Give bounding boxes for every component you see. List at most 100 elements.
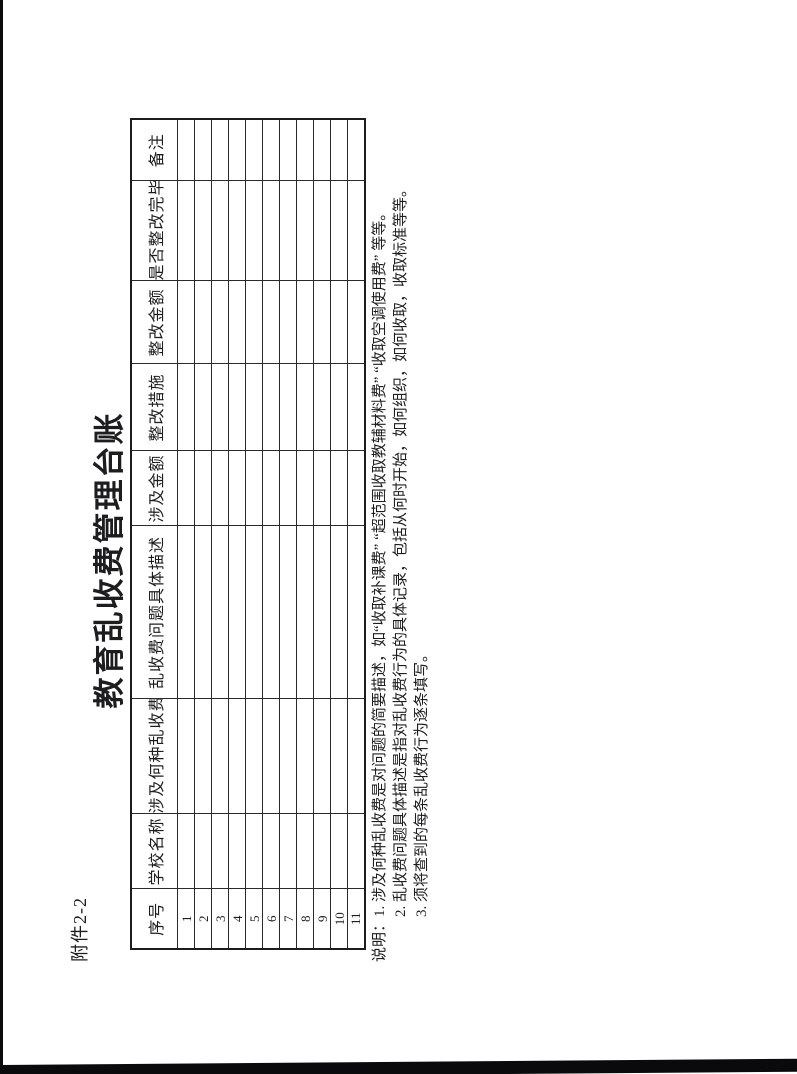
empty-cell — [296, 814, 314, 889]
empty-cell — [330, 814, 348, 889]
empty-cell — [194, 526, 212, 699]
notes-block: 说明： 1. 涉及何种乱收费是对问题的简要描述，如“收取补课费” “超范围收取教… — [370, 112, 433, 962]
empty-cell — [177, 699, 195, 814]
table-row: 7 — [279, 119, 297, 949]
empty-cell — [228, 451, 246, 526]
empty-cell — [245, 119, 263, 181]
empty-cell — [347, 119, 365, 181]
empty-cell — [296, 526, 314, 699]
table-row: 1 — [177, 119, 195, 949]
empty-cell — [177, 364, 195, 451]
empty-cell — [262, 451, 280, 526]
table-row: 4 — [228, 119, 246, 949]
empty-cell — [211, 814, 229, 889]
empty-cell — [313, 699, 331, 814]
col-header-rectification-completed: 是否整改完毕 — [131, 181, 178, 281]
empty-cell — [228, 699, 246, 814]
empty-cell — [262, 699, 280, 814]
empty-cell — [177, 451, 195, 526]
row-number-cell: 5 — [245, 889, 263, 949]
table-row: 11 — [347, 119, 365, 949]
empty-cell — [347, 181, 365, 281]
empty-cell — [228, 119, 246, 181]
page-title: 教育乱收费管理台账 — [92, 411, 127, 709]
row-number-cell: 2 — [194, 889, 212, 949]
row-number-cell: 6 — [262, 889, 280, 949]
empty-cell — [296, 119, 314, 181]
empty-cell — [194, 364, 212, 451]
empty-cell — [245, 181, 263, 281]
empty-cell — [245, 814, 263, 889]
empty-cell — [211, 281, 229, 364]
table-row: 9 — [313, 119, 331, 949]
empty-cell — [228, 364, 246, 451]
empty-cell — [228, 281, 246, 364]
empty-cell — [296, 699, 314, 814]
notes-prefix: 说明： — [372, 916, 388, 962]
row-number-cell: 9 — [313, 889, 331, 949]
table-row: 5 — [245, 119, 263, 949]
empty-cell — [194, 181, 212, 281]
header-row: 序号 学校名称 涉及何种乱收费 乱收费问题具体描述 涉及金额 整改措施 整改金额… — [131, 119, 178, 949]
empty-cell — [177, 526, 195, 699]
empty-cell — [262, 181, 280, 281]
empty-cell — [296, 281, 314, 364]
col-header-remarks: 备注 — [131, 119, 178, 181]
col-header-rectification-measures: 整改措施 — [131, 364, 178, 451]
empty-cell — [177, 119, 195, 181]
col-header-school-name: 学校名称 — [131, 814, 178, 889]
empty-cell — [177, 181, 195, 281]
table-row: 2 — [194, 119, 212, 949]
empty-cell — [262, 364, 280, 451]
empty-cell — [245, 364, 263, 451]
empty-cell — [279, 181, 297, 281]
empty-cell — [296, 451, 314, 526]
empty-cell — [330, 364, 348, 451]
empty-cell — [279, 281, 297, 364]
empty-cell — [177, 814, 195, 889]
empty-cell — [347, 699, 365, 814]
table-row: 10 — [330, 119, 348, 949]
empty-cell — [313, 526, 331, 699]
empty-cell — [347, 526, 365, 699]
ledger-table: 序号 学校名称 涉及何种乱收费 乱收费问题具体描述 涉及金额 整改措施 整改金额… — [130, 118, 366, 950]
table-row: 6 — [262, 119, 280, 949]
empty-cell — [313, 119, 331, 181]
ledger-table-body: 1 2 3 4 5 6 7 8 9 10 11 — [177, 119, 365, 949]
notes-items: 1. 涉及何种乱收费是对问题的简要描述，如“收取补课费” “超范围收取教辅材料费… — [370, 112, 433, 917]
row-number-cell: 10 — [330, 889, 348, 949]
col-header-amount-involved: 涉及金额 — [131, 451, 178, 526]
note-item-1: 1. 涉及何种乱收费是对问题的简要描述，如“收取补课费” “超范围收取教辅材料费… — [372, 205, 388, 917]
empty-cell — [177, 281, 195, 364]
row-number-cell: 11 — [347, 889, 365, 949]
col-header-rectification-amount: 整改金额 — [131, 281, 178, 364]
empty-cell — [347, 451, 365, 526]
row-number-cell: 1 — [177, 889, 195, 949]
empty-cell — [245, 281, 263, 364]
note-item-2: 2. 乱收费问题具体描述是指对乱收费行为的具体记录，包括从何时开始，如何组织，如… — [393, 181, 409, 917]
empty-cell — [347, 281, 365, 364]
empty-cell — [194, 281, 212, 364]
empty-cell — [330, 281, 348, 364]
empty-cell — [262, 814, 280, 889]
scan-edge-left — [0, 0, 3, 1074]
empty-cell — [279, 451, 297, 526]
empty-cell — [262, 119, 280, 181]
empty-cell — [211, 451, 229, 526]
row-number-cell: 3 — [211, 889, 229, 949]
empty-cell — [296, 364, 314, 451]
empty-cell — [347, 364, 365, 451]
col-header-fee-type: 涉及何种乱收费 — [131, 699, 178, 814]
empty-cell — [194, 814, 212, 889]
empty-cell — [279, 814, 297, 889]
empty-cell — [330, 526, 348, 699]
empty-cell — [313, 451, 331, 526]
empty-cell — [279, 526, 297, 699]
empty-cell — [194, 699, 212, 814]
empty-cell — [313, 364, 331, 451]
empty-cell — [228, 181, 246, 281]
empty-cell — [245, 451, 263, 526]
empty-cell — [228, 526, 246, 699]
